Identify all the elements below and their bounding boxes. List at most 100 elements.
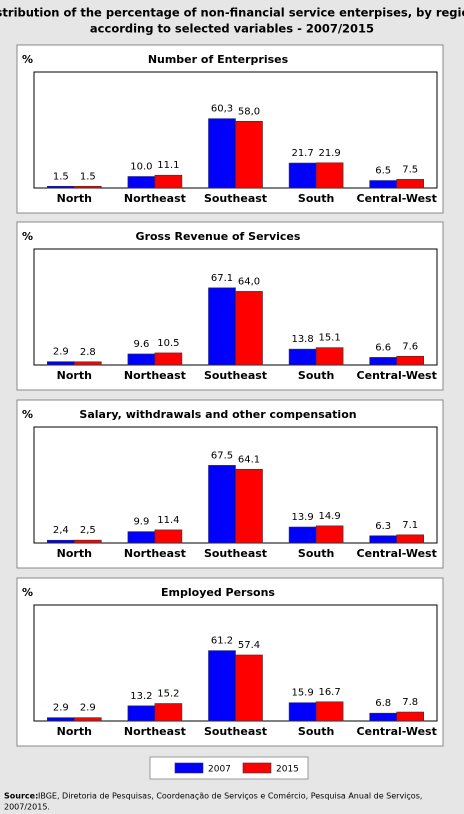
value-label: 13.8 xyxy=(291,334,313,345)
bar xyxy=(396,534,425,544)
value-label: 6.8 xyxy=(375,698,391,709)
bar xyxy=(396,355,425,366)
bar xyxy=(208,465,236,544)
value-label: 2.8 xyxy=(80,347,96,358)
bar xyxy=(369,712,398,722)
panel-title: Number of Enterprises xyxy=(148,53,289,66)
bar xyxy=(208,118,236,189)
bar xyxy=(315,701,344,722)
value-label: 60,3 xyxy=(211,104,233,115)
bar xyxy=(208,650,236,722)
value-label: 58,0 xyxy=(238,106,260,117)
value-label: 6.5 xyxy=(375,166,391,177)
panel-title: Employed Persons xyxy=(161,586,275,599)
category-label: North xyxy=(57,547,92,560)
category-label: Southeast xyxy=(204,547,267,560)
bar xyxy=(288,526,317,544)
value-label: 2.9 xyxy=(80,703,96,714)
value-label: 7.6 xyxy=(402,341,418,352)
value-label: 11.4 xyxy=(157,515,179,526)
bar xyxy=(46,361,75,366)
bar xyxy=(315,347,344,366)
value-label: 67.1 xyxy=(211,273,233,284)
bar xyxy=(396,711,425,722)
bar xyxy=(46,185,75,189)
category-label: North xyxy=(57,192,92,205)
value-label: 2,5 xyxy=(80,525,96,536)
title: according to selected variables - 2007/2… xyxy=(90,22,374,36)
bar xyxy=(154,703,183,722)
value-label: 14.9 xyxy=(318,511,340,522)
value-label: 10.0 xyxy=(130,162,152,173)
value-label: 2.9 xyxy=(53,347,69,358)
value-label: 21.7 xyxy=(291,148,313,159)
category-label: Northeast xyxy=(124,369,186,382)
y-axis-label: % xyxy=(22,586,33,599)
bar xyxy=(127,531,156,544)
bar xyxy=(369,357,398,366)
value-label: 1.5 xyxy=(53,171,69,182)
value-label: 67.5 xyxy=(211,450,233,461)
bar xyxy=(288,702,317,722)
bar xyxy=(315,525,344,544)
panel-title: Gross Revenue of Services xyxy=(136,230,301,243)
legend-swatch xyxy=(174,762,204,774)
legend-label: 2015 xyxy=(276,765,299,775)
bar xyxy=(396,179,425,189)
category-label: Northeast xyxy=(124,192,186,205)
bar xyxy=(208,287,236,366)
category-label: Southeast xyxy=(204,192,267,205)
bar xyxy=(235,654,263,722)
value-label: 15.9 xyxy=(291,688,313,699)
value-label: 2,4 xyxy=(53,525,69,536)
bar xyxy=(315,162,344,189)
value-label: 6.3 xyxy=(375,521,391,532)
legend-swatch xyxy=(242,762,272,774)
value-label: 2.9 xyxy=(53,703,69,714)
bar xyxy=(127,353,156,366)
value-label: 64,0 xyxy=(238,276,260,287)
source-text: IBGE, Diretoria de Pesquisas, Coordenaçã… xyxy=(38,791,422,801)
bar xyxy=(127,176,156,189)
bar xyxy=(154,174,183,189)
bar xyxy=(46,717,75,722)
bar xyxy=(127,705,156,722)
category-label: Central-West xyxy=(357,547,437,560)
bar xyxy=(369,535,398,544)
category-label: South xyxy=(298,547,334,560)
value-label: 16.7 xyxy=(318,687,340,698)
value-label: 1.5 xyxy=(80,171,96,182)
category-label: Central-West xyxy=(357,369,437,382)
y-axis-label: % xyxy=(22,53,33,66)
value-label: 7.8 xyxy=(402,697,418,708)
value-label: 15.2 xyxy=(157,689,179,700)
value-label: 10.5 xyxy=(157,338,179,349)
value-label: 7.1 xyxy=(402,520,418,531)
bar xyxy=(235,468,263,544)
value-label: 61.2 xyxy=(211,636,233,647)
bar xyxy=(74,361,102,366)
bar xyxy=(235,121,263,189)
y-axis-label: % xyxy=(22,408,33,421)
bar xyxy=(154,352,183,366)
category-label: South xyxy=(298,725,334,738)
bar xyxy=(74,717,102,722)
value-label: 9.6 xyxy=(133,339,149,350)
source-text: 2007/2015. xyxy=(4,803,50,812)
bar xyxy=(74,185,102,189)
y-axis-label: % xyxy=(22,230,33,243)
category-label: Northeast xyxy=(124,725,186,738)
panel-title: Salary, withdrawals and other compensati… xyxy=(79,408,356,421)
source-label: Source: xyxy=(4,792,38,801)
legend: 2007 2015 xyxy=(149,756,309,780)
value-label: 13.2 xyxy=(130,691,152,702)
value-label: 13.9 xyxy=(291,512,313,523)
category-label: North xyxy=(57,725,92,738)
category-label: Central-West xyxy=(357,192,437,205)
bar xyxy=(74,539,102,544)
category-label: Southeast xyxy=(204,369,267,382)
legend-label: 2007 xyxy=(208,765,231,775)
bar xyxy=(288,348,317,366)
title: Distribution of the percentage of non-fi… xyxy=(0,6,464,20)
